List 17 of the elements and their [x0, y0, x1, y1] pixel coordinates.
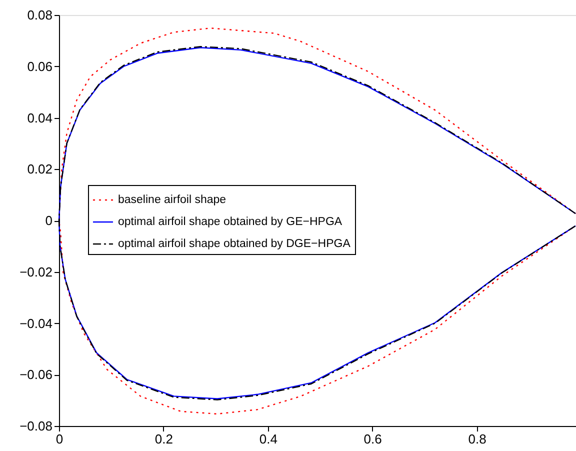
- y-tick-label: 0.06: [27, 58, 52, 74]
- y-tick-label: −0.04: [20, 316, 52, 331]
- x-tick-label: 0.4: [259, 432, 278, 446]
- legend-label: optimal airfoil shape obtained by DGE−HPGA: [118, 238, 351, 250]
- y-tick-label: −0.08: [20, 418, 52, 434]
- x-tick-label: 0.8: [468, 432, 486, 446]
- legend-label: optimal airfoil shape obtained by GE−HPGA: [118, 216, 342, 228]
- y-tick-label: −0.06: [20, 367, 52, 382]
- y-tick-label: −0.02: [20, 264, 52, 280]
- y-tick-label: 0.08: [27, 8, 52, 22]
- y-tick-label: 0: [45, 213, 52, 228]
- y-tick-label: 0.02: [27, 162, 52, 177]
- x-tick-label: 0: [56, 432, 64, 446]
- y-tick-label: 0.04: [27, 110, 52, 126]
- legend-label: baseline airfoil shape: [118, 194, 226, 206]
- x-tick-label: 0.6: [364, 432, 382, 446]
- x-tick-label: 0.2: [154, 432, 173, 446]
